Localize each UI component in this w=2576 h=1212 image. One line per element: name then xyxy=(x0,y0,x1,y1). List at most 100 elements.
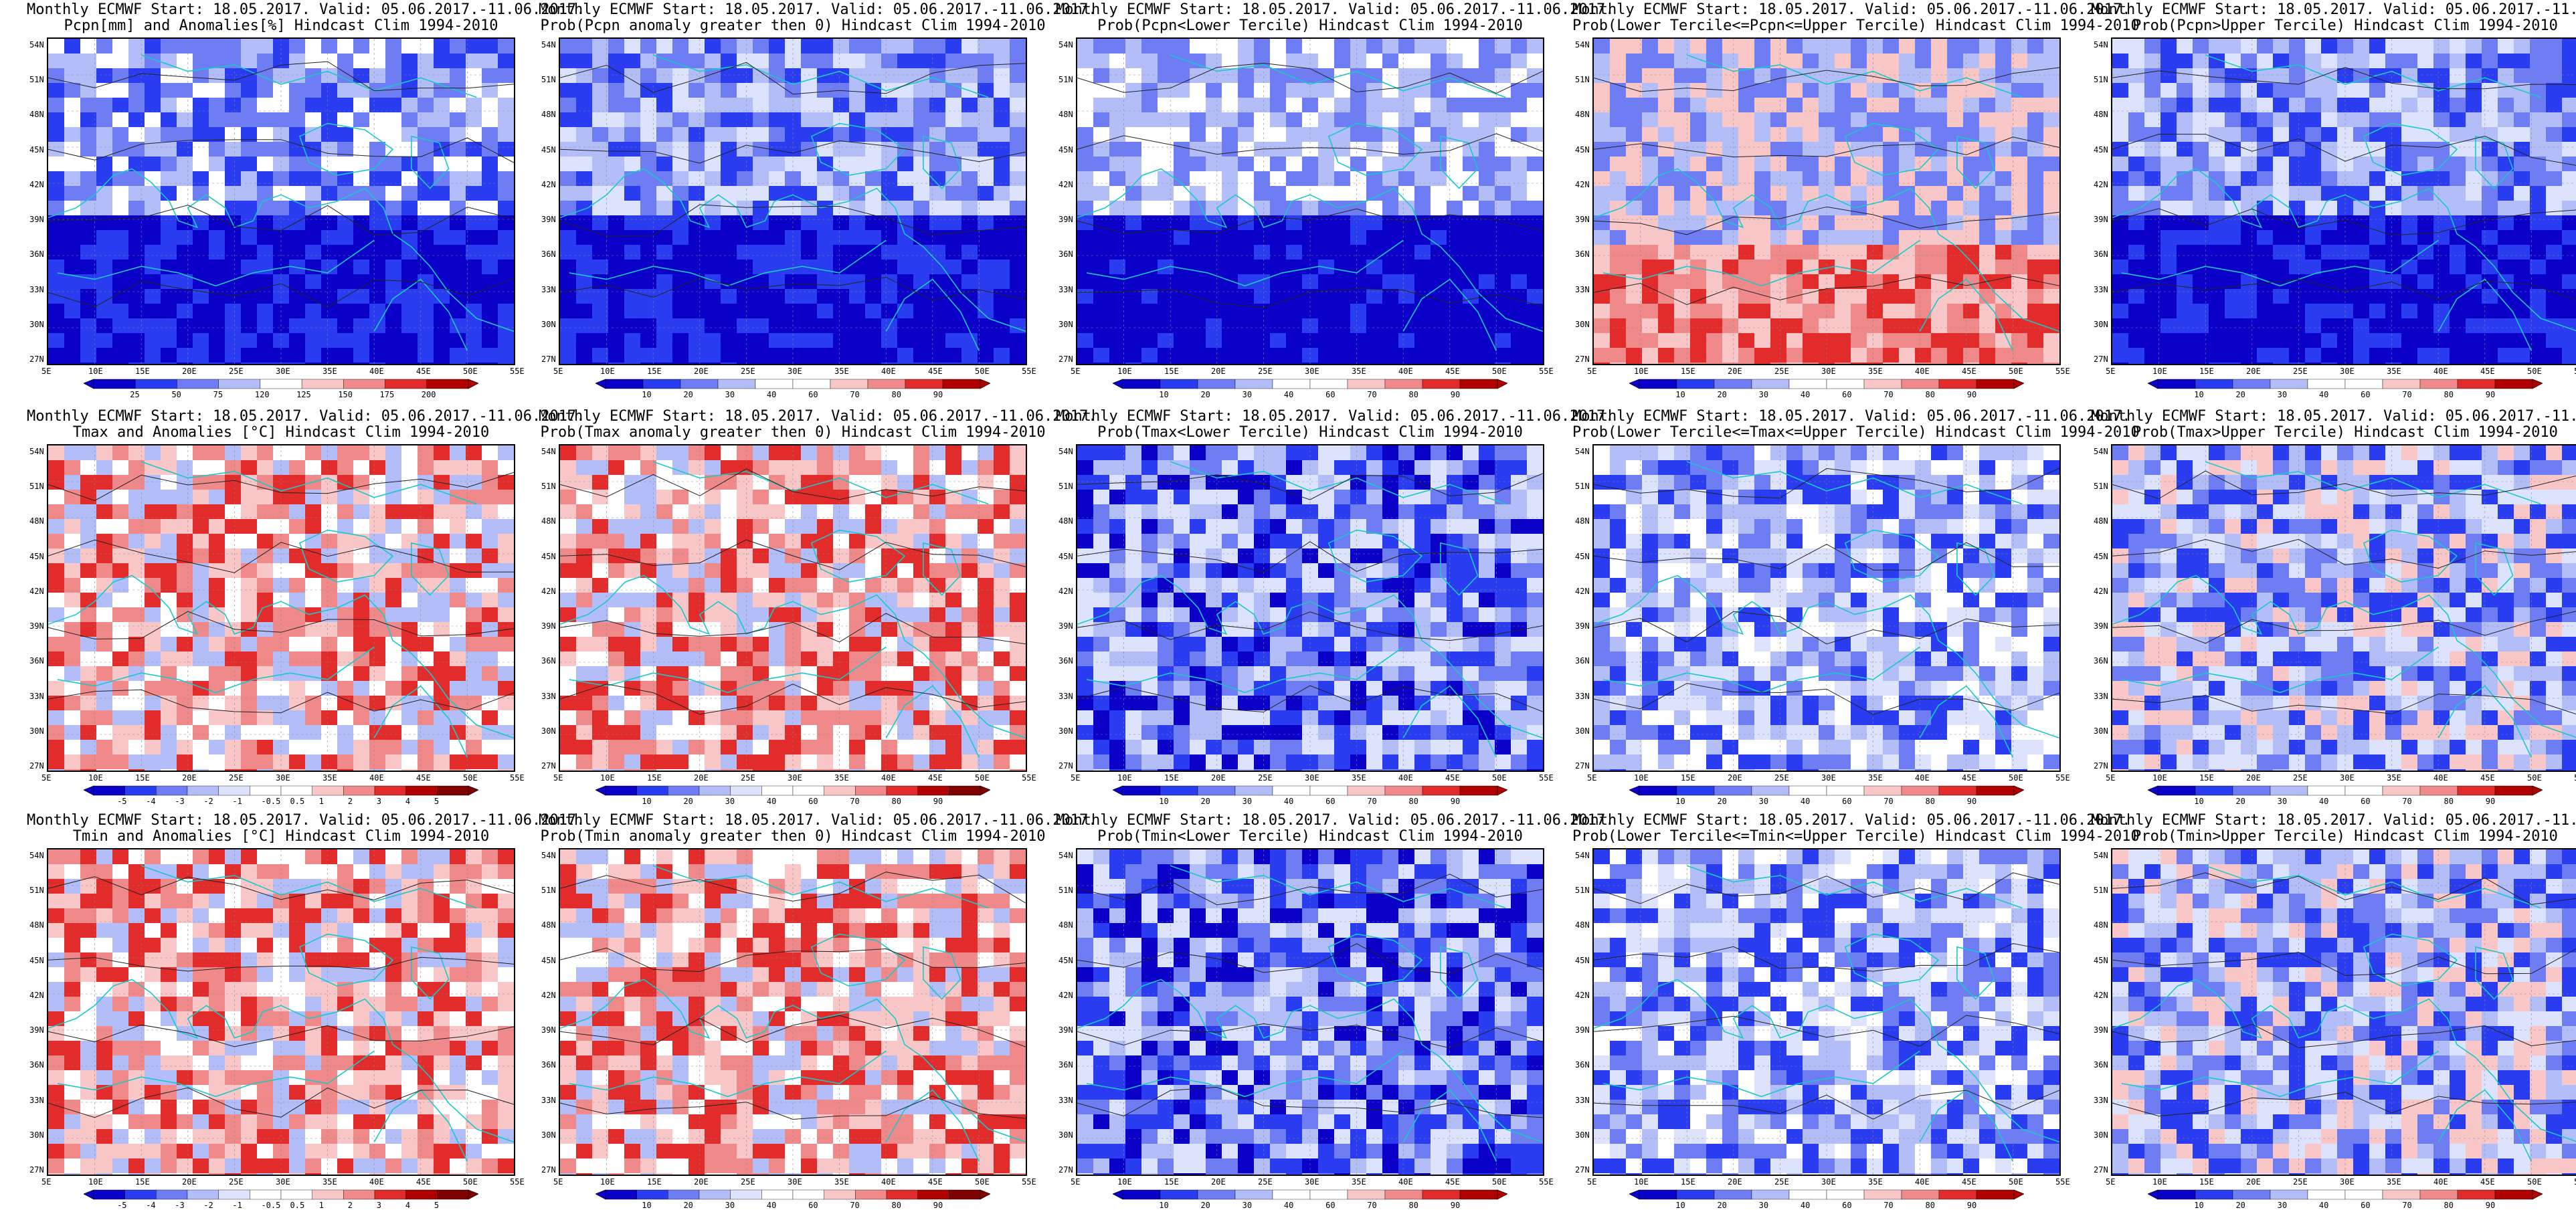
field-cell xyxy=(273,127,290,142)
field-cell xyxy=(705,333,721,348)
field-cell xyxy=(1463,186,1479,201)
field-cell xyxy=(1222,363,1238,364)
field-cell xyxy=(145,363,161,364)
field-cell xyxy=(1786,98,1803,113)
field-cell xyxy=(145,215,161,231)
field-cell xyxy=(576,710,593,726)
field-cell xyxy=(2530,304,2547,319)
field-cell xyxy=(418,681,434,696)
field-cell xyxy=(881,460,898,476)
field-cell xyxy=(1722,142,1739,157)
field-cell xyxy=(401,593,418,608)
field-cell xyxy=(994,681,1010,696)
field-cell xyxy=(656,39,673,54)
field-cell xyxy=(2530,127,2547,142)
field-cell xyxy=(897,260,914,275)
field-cell xyxy=(817,622,834,637)
field-cell xyxy=(1286,363,1303,364)
field-cell xyxy=(241,201,258,216)
field-cell xyxy=(2193,304,2209,319)
field-cell xyxy=(1867,171,1883,187)
field-cell xyxy=(2369,245,2386,260)
field-cell xyxy=(1995,171,2012,187)
field-cell xyxy=(1722,230,1739,245)
field-cell xyxy=(640,445,657,461)
field-cell xyxy=(769,54,786,69)
field-cell xyxy=(897,445,914,461)
color-bar-tick-label: 2 xyxy=(348,797,353,806)
field-cell xyxy=(1915,348,1932,363)
longitude-label: 5E xyxy=(41,773,51,783)
field-cell xyxy=(2177,333,2193,348)
field-cell xyxy=(1447,98,1463,113)
field-cell xyxy=(2273,215,2290,231)
field-cell xyxy=(1174,245,1190,260)
field-cell xyxy=(257,230,274,245)
field-cell xyxy=(1158,171,1174,187)
field-cell xyxy=(1238,68,1255,84)
longitude-label: 35E xyxy=(323,773,337,783)
field-cell xyxy=(1899,318,1916,334)
field-cell xyxy=(801,578,818,593)
field-cell xyxy=(1947,318,1964,334)
field-cell xyxy=(801,445,818,461)
field-cell xyxy=(913,504,930,520)
field-cell xyxy=(289,622,306,637)
field-cell xyxy=(785,215,802,231)
field-cell xyxy=(96,186,113,201)
field-cell xyxy=(482,186,498,201)
longitude-label: 55E xyxy=(1022,367,1036,376)
field-cell xyxy=(1706,274,1723,290)
field-cell xyxy=(482,127,498,142)
field-cell xyxy=(2043,348,2059,363)
field-cell xyxy=(769,563,786,579)
field-cell xyxy=(994,651,1010,667)
field-cell xyxy=(193,98,209,113)
field-cell xyxy=(1431,142,1447,157)
field-cell xyxy=(2128,39,2145,54)
field-cell xyxy=(128,490,145,505)
field-cell xyxy=(241,563,258,579)
field-cell xyxy=(337,607,354,623)
field-cell xyxy=(418,186,434,201)
field-cell xyxy=(161,504,177,520)
color-bar-tick-label: 30 xyxy=(1759,390,1768,399)
field-cell xyxy=(482,245,498,260)
field-cell xyxy=(2369,274,2386,290)
color-bar-tick-label: 200 xyxy=(422,390,436,399)
field-cell xyxy=(897,622,914,637)
field-cell xyxy=(112,593,129,608)
field-cell xyxy=(656,490,673,505)
color-bar-swatch xyxy=(1348,379,1385,389)
field-cell xyxy=(482,681,498,696)
field-cell xyxy=(833,348,850,363)
field-cell xyxy=(592,68,609,84)
field-cell xyxy=(289,83,306,98)
field-cell xyxy=(929,54,946,69)
field-cell xyxy=(321,475,338,490)
field-cell xyxy=(1642,245,1659,260)
field-cell xyxy=(466,475,482,490)
field-cell xyxy=(2466,39,2482,54)
field-cell xyxy=(353,245,370,260)
field-cell xyxy=(624,127,641,142)
field-cell xyxy=(96,39,113,54)
field-cell xyxy=(161,39,177,54)
field-cell xyxy=(2401,348,2418,363)
field-cell xyxy=(801,54,818,69)
field-cell xyxy=(1835,230,1851,245)
field-cell xyxy=(2530,171,2547,187)
field-cell xyxy=(1770,201,1787,216)
field-cell xyxy=(769,215,786,231)
field-cell xyxy=(656,651,673,667)
field-cell xyxy=(1674,289,1691,304)
latitude-label: 42N xyxy=(29,587,44,596)
field-cell xyxy=(1835,157,1851,172)
field-cell xyxy=(1077,39,1094,54)
field-cell xyxy=(1899,201,1916,216)
field-cell xyxy=(161,142,177,157)
field-cell xyxy=(1382,112,1399,128)
field-cell xyxy=(1093,289,1110,304)
field-cell xyxy=(849,622,866,637)
field-cell xyxy=(2177,215,2193,231)
